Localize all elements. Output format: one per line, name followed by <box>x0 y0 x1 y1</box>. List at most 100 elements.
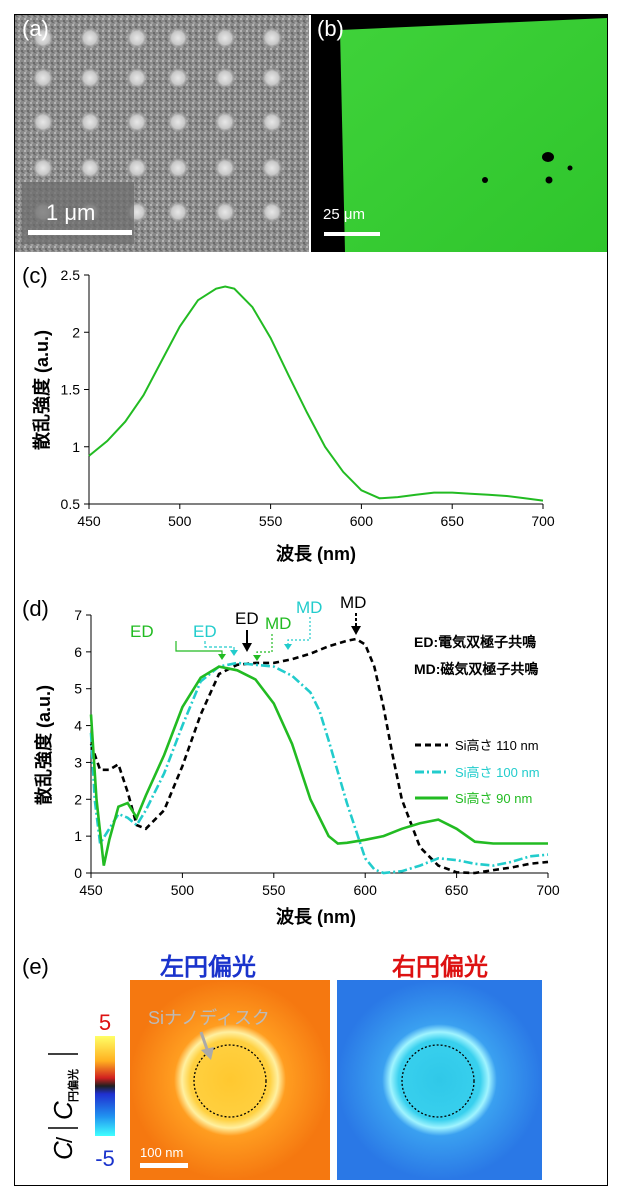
marker-md-100-line <box>287 617 311 646</box>
series-line-1 <box>89 661 549 875</box>
nanodisk <box>214 27 236 49</box>
nanodisk <box>79 157 101 179</box>
cbar-c: C <box>48 1141 78 1160</box>
panel-label-c: (c) <box>22 263 48 288</box>
left-field-map <box>130 980 330 1180</box>
nanodisk <box>214 157 236 179</box>
x-tick-label: 450 <box>77 513 101 529</box>
cbar-sub: 円偏光 <box>66 1069 80 1102</box>
x-tick-label: 550 <box>259 513 283 529</box>
panel-a: 1 μm (a) <box>15 15 309 252</box>
marker-md-110: MD <box>340 593 366 612</box>
scalebar-b <box>324 232 380 236</box>
nanodisk <box>32 27 54 49</box>
d-ylabel: 散乱強度 (a.u.) <box>33 685 54 805</box>
figure-frame <box>14 14 608 1186</box>
marker-md-90-arrow <box>253 655 261 661</box>
nanodisk <box>214 67 236 89</box>
nanodisk <box>261 111 283 133</box>
d-xlabel: 波長 (nm) <box>276 906 356 927</box>
colorbar-label: C / C 円偏光 <box>48 1053 80 1160</box>
fluor-image <box>340 18 607 252</box>
scalebar-e <box>140 1163 188 1168</box>
legend-label-110: Si高さ 110 nm <box>455 738 539 753</box>
d-annotation-md: MD:磁気双極子共鳴 <box>414 661 538 677</box>
d-legend: Si高さ 110 nm Si高さ 100 nm Si高さ 90 nm <box>415 738 540 806</box>
nanodisk <box>167 111 189 133</box>
defect-4 <box>567 165 573 171</box>
y-tick-label: 1 <box>72 439 80 455</box>
scalebar-label-e: 100 nm <box>140 1145 183 1160</box>
disk-arrow-head <box>201 1047 214 1060</box>
nanodisk <box>261 157 283 179</box>
y-tick-label: 0.5 <box>61 496 81 512</box>
c-xlabel: 波長 (nm) <box>276 543 356 564</box>
series-line-2 <box>89 665 548 866</box>
scalebar-label-a: 1 μm <box>46 200 95 225</box>
defect-3 <box>545 176 553 184</box>
nanodisk <box>261 201 283 223</box>
legend-label-100: Si高さ 100 nm <box>455 765 540 780</box>
nanodisk <box>126 111 148 133</box>
cbar-slash: / <box>52 1136 77 1143</box>
scalebar-label-b: 25 μm <box>323 206 365 223</box>
nanodisk <box>79 111 101 133</box>
nanodisk <box>214 111 236 133</box>
marker-ed-110-arrow <box>242 643 252 652</box>
nanodisk <box>126 157 148 179</box>
x-tick-label: 500 <box>171 882 195 898</box>
right-title: 右円偏光 <box>392 953 488 981</box>
colorbar-max: 5 <box>99 1010 111 1035</box>
c-ylabel: 散乱強度 (a.u.) <box>31 330 52 450</box>
nanodisk <box>126 27 148 49</box>
marker-ed-90: ED <box>130 622 154 641</box>
y-tick-label: 0 <box>74 865 82 881</box>
marker-md-110-arrow <box>351 626 361 635</box>
y-tick-label: 2.5 <box>61 267 81 283</box>
scalebar-a <box>28 230 132 235</box>
y-tick-label: 1.5 <box>61 382 81 398</box>
y-tick-label: 6 <box>74 644 82 660</box>
nanodisk <box>261 67 283 89</box>
marker-ed-100: ED <box>193 622 217 641</box>
cbar-c2: C <box>48 1101 78 1120</box>
panel-label-a: (a) <box>22 16 49 41</box>
nanodisk <box>126 67 148 89</box>
defect-2 <box>482 177 488 183</box>
right-field-map <box>337 980 542 1180</box>
d-annotation-ed: ED:電気双極子共鳴 <box>414 634 536 650</box>
y-tick-label: 2 <box>72 324 80 340</box>
left-title: 左円偏光 <box>160 953 256 981</box>
panel-b: 25 μm (b) <box>311 15 607 252</box>
y-tick-label: 3 <box>74 754 82 770</box>
nanodisk <box>167 201 189 223</box>
c-ticks: 450 500 550 600 650 700 0.5 1 1.5 2 2.5 <box>61 267 555 529</box>
panel-e: (e) 左円偏光 右円偏光 Siナノディスク 100 nm 5 -5 C / C… <box>22 953 542 1180</box>
x-tick-label: 600 <box>350 513 374 529</box>
nanodisk <box>32 111 54 133</box>
panel-label-e: (e) <box>22 954 49 979</box>
y-tick-label: 7 <box>74 607 82 623</box>
x-tick-label: 700 <box>531 513 555 529</box>
disk-label: Siナノディスク <box>148 1008 270 1028</box>
right-disk-outline <box>401 1044 475 1118</box>
colorbar-min: -5 <box>95 1146 115 1171</box>
defect-1 <box>542 152 554 162</box>
x-tick-label: 550 <box>262 882 286 898</box>
nanodisk <box>79 27 101 49</box>
chart-d: (d) 450 500 550 600 650 700 0 1 2 3 4 5 6 7 波長 (nm) 散… <box>22 593 560 927</box>
marker-ed-100-line <box>204 641 235 652</box>
x-tick-label: 450 <box>79 882 103 898</box>
y-tick-label: 1 <box>74 828 82 844</box>
legend-label-90: Si高さ 90 nm <box>455 791 532 806</box>
marker-md-100-arrow <box>284 644 292 650</box>
panel-label-d: (d) <box>22 596 49 621</box>
marker-md-90: MD <box>265 614 291 633</box>
nanodisk <box>167 157 189 179</box>
marker-ed-90-arrow <box>218 654 226 660</box>
nanodisk <box>214 201 236 223</box>
nanodisk <box>167 67 189 89</box>
panel-label-b: (b) <box>317 16 344 41</box>
